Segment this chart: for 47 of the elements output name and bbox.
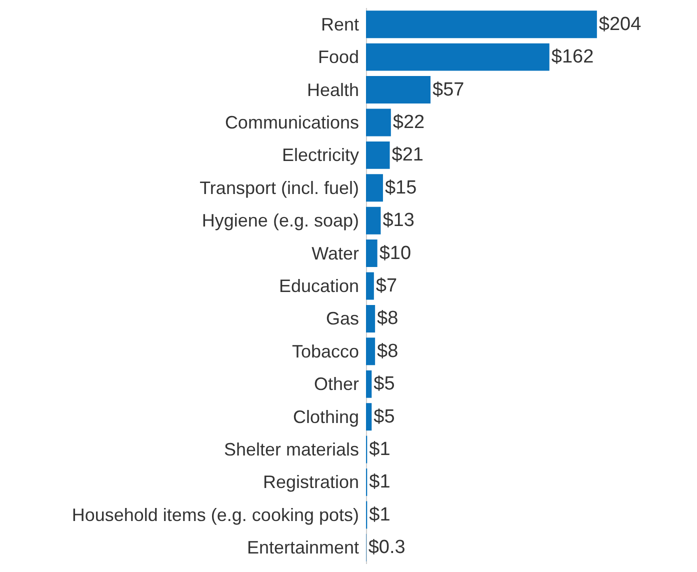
y-tick-label: Other	[314, 374, 359, 394]
data-label: $22	[392, 112, 425, 133]
bar	[366, 304, 376, 332]
data-label: $15	[384, 177, 417, 198]
data-label: $21	[392, 144, 424, 166]
data-label: $1	[369, 439, 390, 460]
bar	[366, 240, 378, 268]
bar	[366, 403, 372, 431]
y-tick-label: Entertainment	[246, 538, 359, 558]
y-tick-label: Communications	[224, 112, 359, 132]
data-label: $10	[379, 242, 412, 264]
data-label: $8	[377, 340, 398, 362]
data-label: $8	[377, 308, 398, 330]
data-label: $5	[374, 374, 395, 395]
bar	[366, 108, 391, 136]
data-label: $13	[382, 210, 414, 232]
bar	[366, 206, 381, 234]
y-tick-label: Tobacco	[292, 341, 359, 362]
data-label: $1	[369, 472, 390, 493]
y-tick-label: Gas	[326, 308, 359, 329]
bar	[366, 141, 390, 169]
y-tick-label: Food	[318, 47, 359, 68]
data-label: $204	[598, 14, 642, 35]
bar	[366, 76, 431, 104]
y-tick-label: Registration	[262, 472, 359, 492]
y-tick-label: Household items (e.g. cooking pots)	[72, 504, 359, 525]
bar	[366, 10, 597, 38]
y-tick-label: Transport (incl. fuel)	[200, 178, 359, 198]
y-tick-label: Hygiene (e.g. soap)	[202, 210, 359, 231]
y-tick-label: Rent	[320, 14, 359, 34]
y-tick-label: Water	[312, 243, 359, 264]
data-label: $7	[376, 276, 398, 296]
bar	[366, 272, 374, 300]
data-label: $162	[551, 46, 594, 68]
y-tick-label: Education	[278, 276, 359, 296]
bar	[366, 43, 550, 71]
data-label: $57	[432, 79, 464, 100]
bar	[366, 338, 376, 366]
bar	[366, 370, 372, 398]
data-label: $5	[374, 406, 395, 428]
y-tick-label: Health	[306, 80, 359, 100]
y-tick-label: Shelter materials	[224, 440, 359, 460]
data-label: $1	[369, 504, 390, 526]
y-tick-label: Electricity	[282, 145, 359, 166]
data-label: $0.3	[368, 537, 406, 558]
bar	[366, 174, 383, 202]
y-tick-label: Clothing	[292, 406, 359, 427]
